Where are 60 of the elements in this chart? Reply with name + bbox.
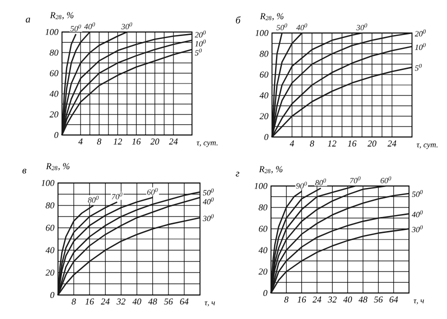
x-tick-label: 40 [132,298,142,305]
y-axis-title: R$_{28}$, % [260,13,284,20]
x-tick-label: 16 [85,298,94,305]
chart-title: в [22,168,26,174]
x-tick-label: 8 [284,296,288,303]
chart-title: г [236,172,240,176]
x-tick-label: 56 [374,296,383,303]
y-axis-title: R$_{28}$, % [50,12,74,20]
x-tick-label: 56 [164,298,173,305]
x-tick-label: 12 [114,138,122,144]
y-tick-label: 0 [263,290,268,296]
x-tick-label: 16 [298,296,306,303]
y-tick-label: 80 [46,202,54,208]
y-tick-label: 100 [45,28,58,36]
x-tick-label: 48 [148,298,158,305]
y-tick-label: 40 [46,247,54,254]
y-tick-label: 0 [50,292,54,298]
x-tick-label: 20 [368,140,376,147]
y-tick-label: 0 [54,132,58,138]
x-tick-label: 16 [132,138,141,145]
x-tick-label: 8 [72,298,76,305]
chart-title: б [236,16,241,24]
y-tick-label: 60 [258,226,268,232]
x-tick-label: 24 [388,140,396,146]
x-tick-label: 64 [180,298,188,305]
y-tick-label: 80 [50,50,58,56]
x-tick-label: 32 [116,298,126,305]
y-tick-label: 60 [260,72,268,78]
y-tick-label: 20 [260,113,268,120]
y-tick-label: 40 [50,90,58,97]
x-tick-label: 24 [312,296,322,302]
x-tick-label: 12 [328,140,336,146]
x-tick-label: 40 [343,296,352,303]
y-tick-label: 100 [41,180,54,186]
y-axis-title: R$_{28}$, % [259,166,282,174]
y-tick-label: 80 [258,204,268,210]
y-tick-label: 20 [46,270,54,276]
x-tick-label: 64 [390,296,398,303]
x-tick-label: 24 [100,298,110,304]
y-tick-label: 40 [258,247,268,254]
y-tick-label: 20 [50,111,58,118]
x-tick-label: 20 [150,138,160,145]
y-tick-label: 100 [254,182,268,190]
x-tick-label: 4 [290,140,294,146]
x-tick-label: 16 [348,140,356,147]
chart-title: а [26,18,30,23]
y-tick-label: 40 [260,92,268,98]
y-tick-label: 60 [50,70,58,76]
x-tick-label: 24 [168,138,178,144]
y-tick-label: 20 [258,268,268,275]
x-tick-label: 48 [358,296,368,303]
x-tick-label: 4 [78,138,83,144]
x-tick-label: 8 [97,138,102,145]
y-tick-label: 0 [264,134,268,140]
y-tick-label: 80 [260,50,268,57]
y-tick-label: 100 [255,30,268,36]
y-tick-label: 60 [46,224,54,231]
x-tick-label: 32 [328,296,337,303]
y-axis-title: R$_{28}$, % [46,163,70,170]
x-tick-label: 8 [310,140,314,147]
